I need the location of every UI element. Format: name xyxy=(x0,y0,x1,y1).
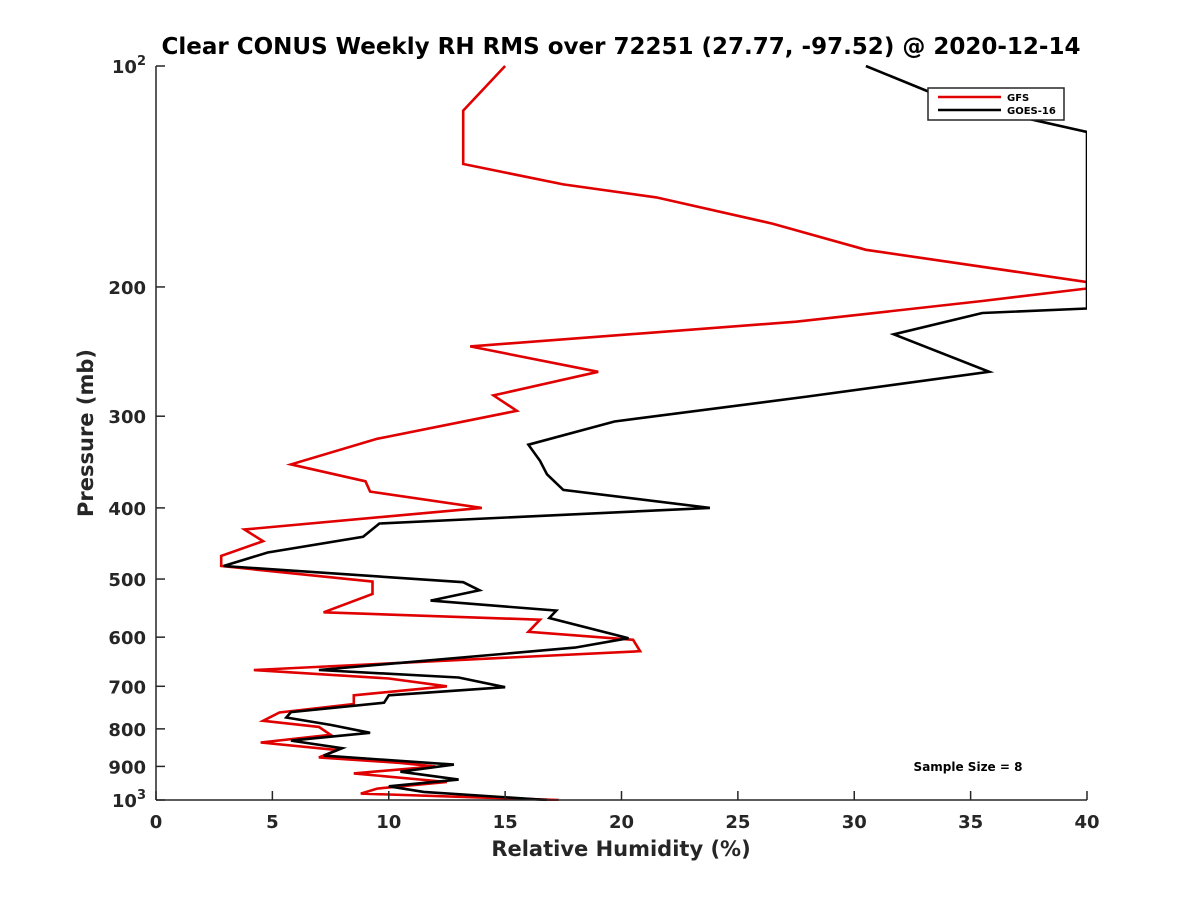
legend-box xyxy=(927,87,1065,121)
sample-size-annotation: Sample Size = 8 xyxy=(914,760,1023,774)
legend: GFS GOES-16 xyxy=(927,87,1065,121)
y-tick-label: 600 xyxy=(108,628,146,649)
y-tick-label: 200 xyxy=(108,278,146,299)
x-tick-label: 35 xyxy=(958,812,983,833)
legend-label: GOES-16 xyxy=(1007,106,1056,117)
x-tick-label: 0 xyxy=(150,812,163,833)
y-tick-label: 800 xyxy=(108,720,146,741)
chart-title: Clear CONUS Weekly RH RMS over 72251 (27… xyxy=(162,34,1081,60)
x-ticks: 0 5 10 15 20 25 30 35 40 xyxy=(150,791,1100,833)
y-axis-label: Pressure (mb) xyxy=(74,349,98,517)
x-tick-label: 40 xyxy=(1074,812,1099,833)
x-tick-label: 15 xyxy=(493,812,518,833)
legend-label: GFS xyxy=(1007,93,1029,104)
y-tick-label: 500 xyxy=(108,570,146,591)
series-line-goes-16 xyxy=(223,65,1087,801)
y-tick-label: 103 xyxy=(112,788,146,812)
y-tick-label: 102 xyxy=(112,54,146,78)
series-group xyxy=(219,65,1087,801)
y-tick-label: 400 xyxy=(108,499,146,520)
y-tick-label: 300 xyxy=(108,407,146,428)
x-axis-label: Relative Humidity (%) xyxy=(491,837,750,861)
x-tick-label: 20 xyxy=(609,812,634,833)
x-tick-label: 5 xyxy=(266,812,279,833)
y-ticks: 102 200 300 400 500 600 700 800 900 103 xyxy=(108,54,165,812)
y-tick-label: 700 xyxy=(108,677,146,698)
legend-items: GFS GOES-16 xyxy=(938,93,1056,117)
series-line-gfs xyxy=(219,65,1087,801)
x-tick-label: 25 xyxy=(725,812,750,833)
x-tick-label: 10 xyxy=(376,812,401,833)
y-tick-label: 900 xyxy=(108,757,146,778)
x-tick-label: 30 xyxy=(842,812,867,833)
